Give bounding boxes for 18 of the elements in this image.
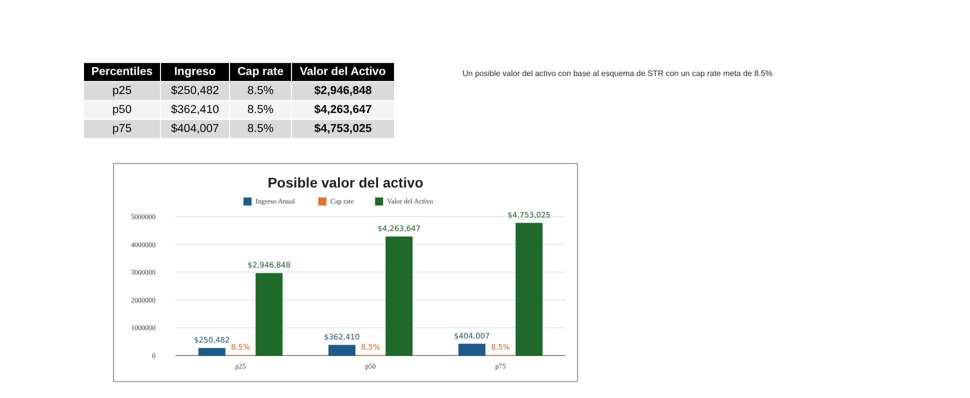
text: 8.5% bbox=[247, 85, 274, 97]
text: Valor del Activo bbox=[300, 66, 386, 78]
chart-title: Posible valor del activo bbox=[268, 174, 424, 190]
text: $362,410 bbox=[171, 104, 219, 116]
text: p50 bbox=[112, 104, 132, 116]
text: $4,263,647 bbox=[314, 104, 372, 116]
text: $2,946,848 bbox=[314, 85, 372, 97]
text: $404,007 bbox=[171, 123, 219, 135]
text: p75 bbox=[112, 123, 132, 135]
text: 8.5% bbox=[247, 104, 274, 116]
text: 8.5% bbox=[247, 123, 274, 135]
text: $250,482 bbox=[171, 85, 219, 97]
text: $4,753,025 bbox=[314, 123, 372, 135]
text: Percentiles bbox=[91, 66, 153, 78]
text: Ingreso bbox=[174, 66, 216, 78]
text: Un posible valor del activo con base al esquema de STR con un cap rate meta de 8.5% bbox=[462, 69, 772, 78]
text: Cap rate bbox=[237, 66, 284, 78]
text: p25 bbox=[112, 85, 132, 97]
